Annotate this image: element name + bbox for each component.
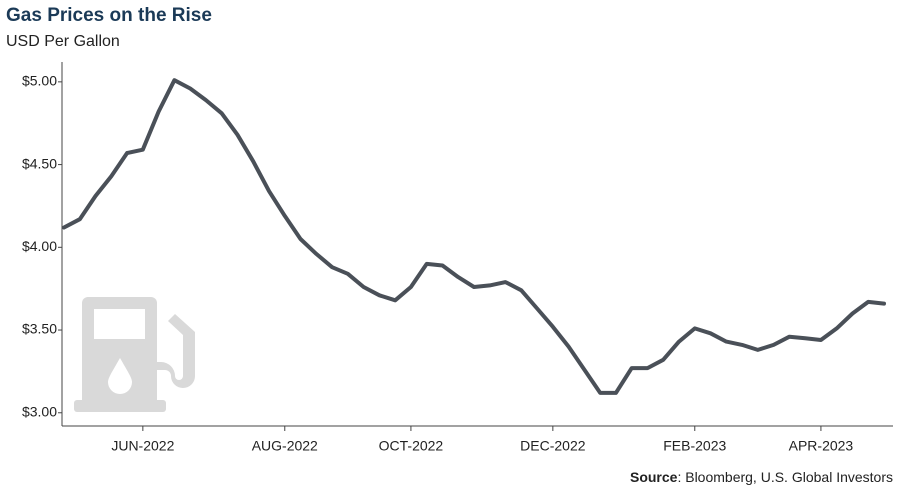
y-tick-label: $5.00	[22, 73, 57, 89]
y-tick-label: $3.00	[22, 403, 57, 419]
x-tick-label: FEB-2023	[663, 438, 726, 454]
chart-subtitle: USD Per Gallon	[6, 33, 120, 50]
source-label: Source	[630, 469, 678, 485]
x-tick-label: DEC-2022	[520, 438, 586, 454]
x-tick-label: AUG-2022	[252, 438, 318, 454]
source: Source: Bloomberg, U.S. Global Investors	[630, 469, 893, 485]
line	[62, 78, 886, 395]
source-text: : Bloomberg, U.S. Global Investors	[677, 469, 893, 485]
x-tick-label: APR-2023	[789, 438, 854, 454]
y-tick-label: $3.50	[22, 321, 57, 337]
x-tick-label: OCT-2022	[379, 438, 444, 454]
gas-pump-icon	[74, 297, 195, 412]
y-tick-label: $4.00	[22, 238, 57, 254]
y-tick-label: $4.50	[22, 155, 57, 171]
x-tick-label: JUN-2022	[111, 438, 174, 454]
chart-title: Gas Prices on the Rise	[6, 5, 212, 26]
